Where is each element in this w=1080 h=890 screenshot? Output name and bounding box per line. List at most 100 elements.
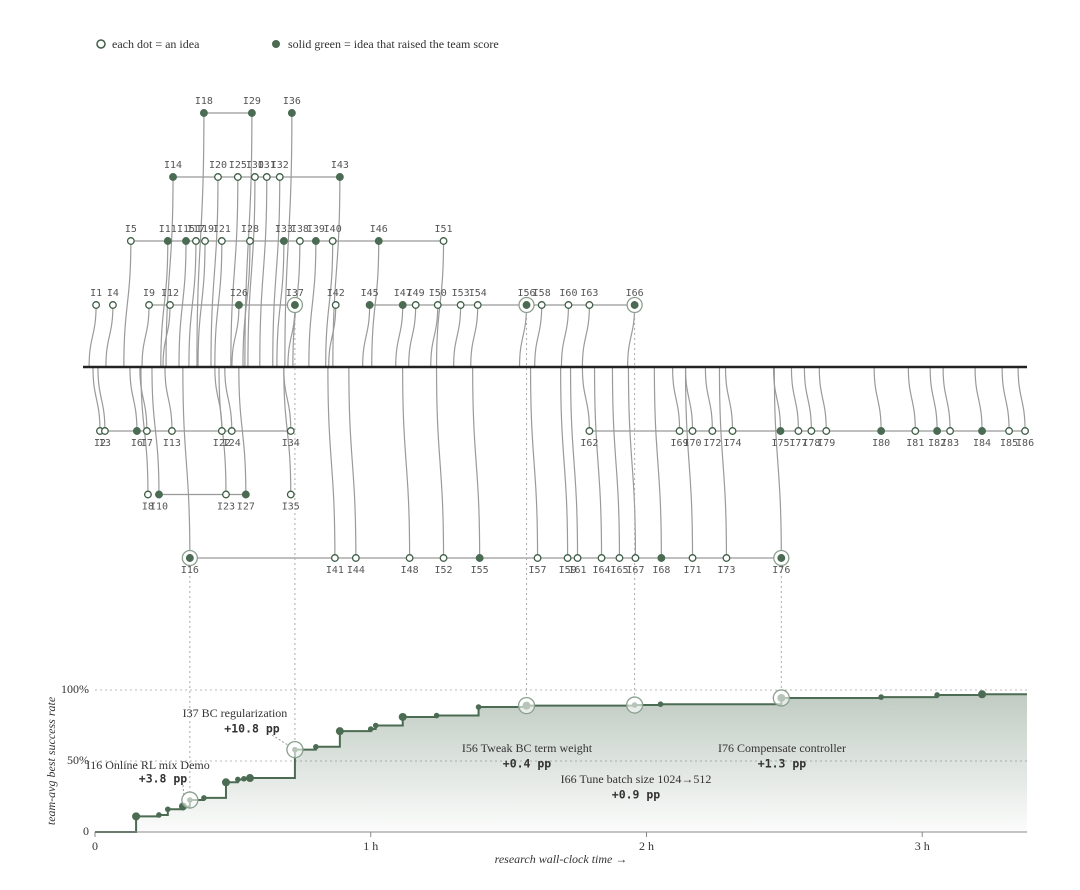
idea-node xyxy=(331,301,340,309)
branch-curve xyxy=(430,304,439,368)
idea-node xyxy=(1021,427,1030,435)
branch-curve xyxy=(308,240,317,368)
node-label: I65 xyxy=(610,565,628,576)
step-dot xyxy=(934,692,940,698)
guide-lines xyxy=(189,313,782,793)
node-label: I86 xyxy=(1016,438,1034,449)
branch-curve xyxy=(671,366,681,432)
legend-hollow-dot xyxy=(96,39,106,49)
node-label: I78 xyxy=(802,438,820,449)
step-area xyxy=(95,694,1027,832)
idea-node xyxy=(167,427,176,435)
idea-node xyxy=(411,301,420,309)
branch-curve xyxy=(581,304,591,368)
node-label: I82 xyxy=(928,438,946,449)
branch-curve xyxy=(276,240,285,368)
branch-curve xyxy=(362,304,371,368)
branch-curve xyxy=(684,366,694,559)
branch-curve xyxy=(139,366,148,432)
idea-node xyxy=(563,554,572,562)
annotation-delta: +3.8 pp xyxy=(139,772,188,786)
branch-curve xyxy=(534,304,543,368)
idea-node xyxy=(597,554,606,562)
branch-curve xyxy=(230,176,239,368)
branch-curve xyxy=(214,366,223,432)
idea-node xyxy=(475,554,484,562)
y-tick-label: 100% xyxy=(61,682,89,696)
node-label: I57 xyxy=(529,565,547,576)
node-label: I64 xyxy=(593,565,611,576)
idea-node xyxy=(295,237,304,245)
branch-curve xyxy=(197,240,206,368)
node-label: I62 xyxy=(580,438,598,449)
idea-node xyxy=(439,554,448,562)
node-label: I29 xyxy=(243,96,261,107)
node-label: I45 xyxy=(361,288,379,299)
node-label: I3 xyxy=(99,438,111,449)
y-tick-label: 0 xyxy=(83,824,89,838)
branch-curve xyxy=(247,176,256,368)
idea-node xyxy=(777,554,786,562)
branch-curve xyxy=(873,366,882,432)
node-label: I69 xyxy=(671,438,689,449)
idea-node xyxy=(978,427,987,435)
idea-node xyxy=(286,490,295,499)
node-label: I15 xyxy=(177,224,195,235)
node-label: I18 xyxy=(195,96,213,107)
annotation-text: I76 Compensate controller xyxy=(718,741,846,755)
annotation-delta: +10.8 pp xyxy=(224,722,279,736)
node-label: I85 xyxy=(1000,438,1018,449)
highlight-ring xyxy=(286,740,304,759)
idea-node xyxy=(290,301,299,309)
branch-curve xyxy=(1017,366,1026,432)
idea-node xyxy=(456,301,465,309)
branch-curve xyxy=(214,240,223,368)
step-dot xyxy=(372,722,379,729)
branch-curve xyxy=(259,176,268,368)
node-label: I5 xyxy=(125,224,137,235)
annotation-delta: +0.9 pp xyxy=(612,788,661,802)
node-label: I10 xyxy=(150,502,168,513)
branch-curve xyxy=(611,366,621,559)
idea-node xyxy=(877,427,886,435)
idea-node xyxy=(585,427,594,435)
step-dot xyxy=(235,776,241,783)
idea-node xyxy=(564,301,573,309)
idea-node xyxy=(185,554,194,562)
node-label: I37 xyxy=(286,288,304,299)
idea-node xyxy=(201,237,209,245)
node-label: I63 xyxy=(580,288,598,299)
idea-node xyxy=(287,109,296,117)
node-label: I55 xyxy=(471,565,489,576)
idea-node xyxy=(522,301,531,309)
branch-curve xyxy=(328,304,337,368)
idea-node xyxy=(433,301,442,309)
node-label: I27 xyxy=(237,502,255,513)
node-label: I26 xyxy=(230,288,248,299)
branch-curve xyxy=(907,366,916,432)
leader-line xyxy=(182,784,185,797)
branch-curve xyxy=(942,366,951,432)
idea-node xyxy=(169,173,177,181)
node-label: I17 xyxy=(187,224,205,235)
idea-node xyxy=(911,427,920,435)
branch-curve xyxy=(818,366,827,432)
branch-curve xyxy=(162,304,171,368)
idea-node xyxy=(108,301,117,309)
node-label: I54 xyxy=(469,288,487,299)
idea-node xyxy=(405,554,414,562)
step-dot xyxy=(878,694,884,700)
branch-curve xyxy=(408,304,417,368)
node-label: I61 xyxy=(569,565,587,576)
branch-curve xyxy=(231,304,240,368)
x-tick-label: 3 h xyxy=(915,839,930,853)
branch-curve xyxy=(332,176,341,368)
step-dot xyxy=(164,806,171,813)
step-dot xyxy=(433,712,440,719)
idea-node xyxy=(537,301,546,309)
node-label: I52 xyxy=(435,565,453,576)
step-dot xyxy=(978,690,987,699)
idea-node xyxy=(92,301,101,309)
node-label: I75 xyxy=(771,438,789,449)
idea-node xyxy=(142,427,151,435)
